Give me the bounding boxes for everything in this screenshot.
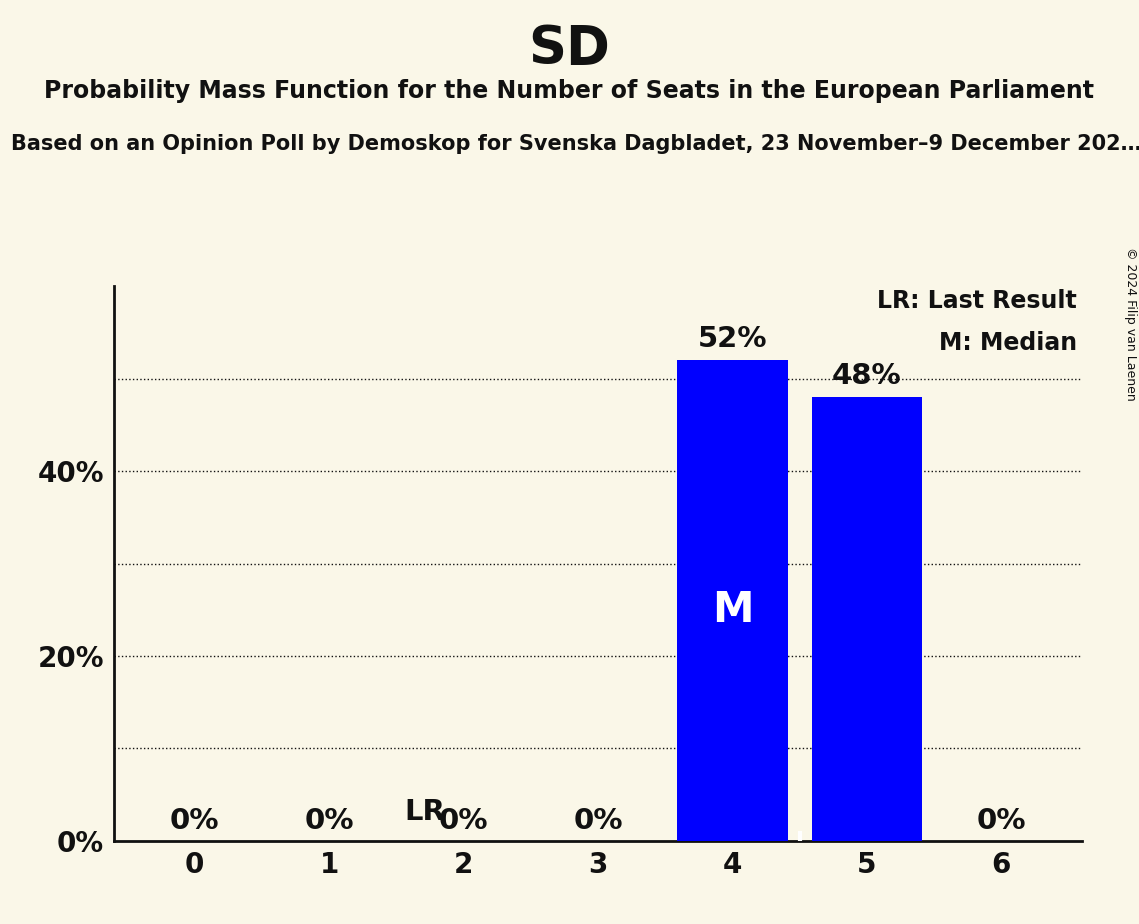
Text: 48%: 48% <box>833 362 902 390</box>
Bar <box>678 360 787 841</box>
Text: 0%: 0% <box>304 808 354 835</box>
Text: M: M <box>712 589 753 631</box>
Text: 0%: 0% <box>573 808 623 835</box>
Text: 0%: 0% <box>439 808 489 835</box>
Text: SD: SD <box>528 23 611 75</box>
Text: 52%: 52% <box>698 325 768 353</box>
Text: LR: Last Result: LR: Last Result <box>877 289 1077 313</box>
Bar <box>812 397 923 841</box>
Text: LR: LR <box>404 798 445 826</box>
Text: 0%: 0% <box>170 808 220 835</box>
Text: Based on an Opinion Poll by Demoskop for Svenska Dagbladet, 23 November–9 Decemb: Based on an Opinion Poll by Demoskop for… <box>11 134 1139 154</box>
Text: © 2024 Filip van Laenen: © 2024 Filip van Laenen <box>1124 247 1137 400</box>
Text: M: Median: M: Median <box>939 331 1077 355</box>
Text: 0%: 0% <box>976 808 1026 835</box>
Text: Probability Mass Function for the Number of Seats in the European Parliament: Probability Mass Function for the Number… <box>44 79 1095 103</box>
